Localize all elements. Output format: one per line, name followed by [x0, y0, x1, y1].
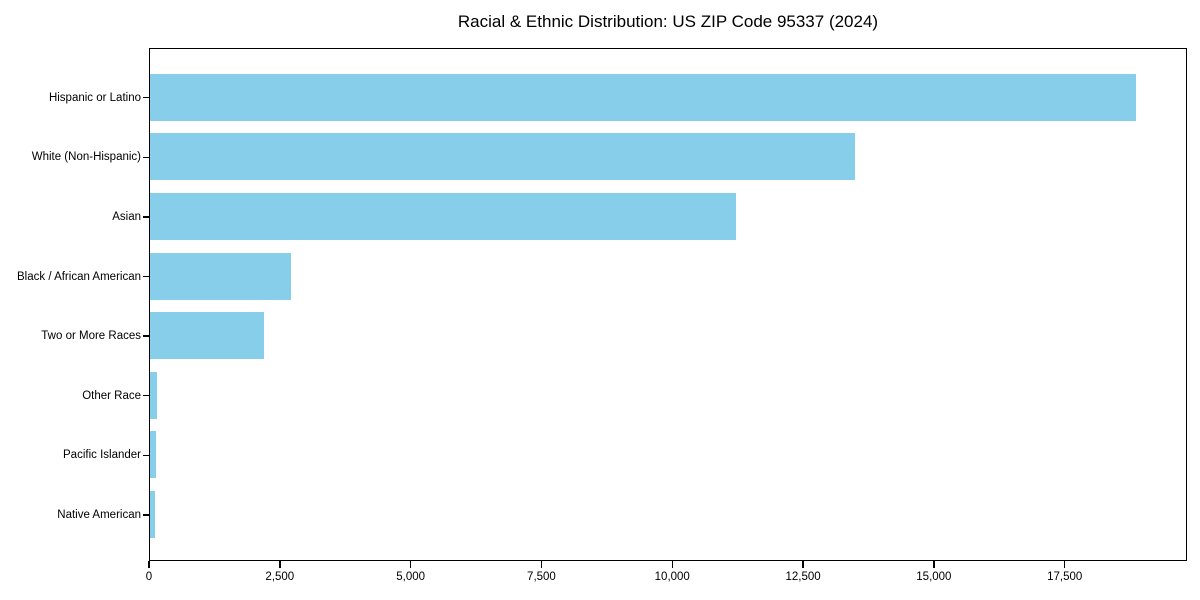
bar-hispanic-or-latino — [150, 73, 1136, 121]
bar-two-or-more-races — [150, 312, 264, 360]
bar-other-race — [150, 371, 158, 419]
y-axis-tick-mark — [142, 275, 149, 278]
bar-black-african-american — [150, 252, 291, 300]
x-axis-tick-mark — [802, 561, 804, 568]
x-axis-tick-label: 12,500 — [785, 571, 821, 583]
x-axis-tick-label: 10,000 — [654, 571, 690, 583]
bar-native-american — [150, 490, 156, 538]
x-axis-tick-label: 15,000 — [916, 571, 952, 583]
y-axis-tick-mark — [142, 96, 149, 99]
chart-title: Racial & Ethnic Distribution: US ZIP Cod… — [457, 12, 879, 31]
y-axis-tick-mark — [142, 514, 149, 516]
x-axis-tick-label: 17,500 — [1047, 571, 1083, 583]
x-axis-tick-mark — [933, 561, 935, 568]
x-axis-tick-mark — [409, 561, 412, 568]
y-axis-tick-label: Hispanic or Latino — [48, 91, 141, 104]
bar-white-non-hispanic — [150, 133, 856, 181]
x-axis-tick-label: 7,500 — [527, 571, 556, 583]
plot-area — [149, 48, 1187, 561]
y-axis-tick-mark — [142, 156, 149, 159]
x-axis-tick-mark — [148, 561, 150, 568]
x-axis-tick-label: 5,000 — [396, 571, 426, 583]
x-axis-tick-mark — [279, 561, 281, 568]
x-axis-tick-mark — [1063, 561, 1066, 568]
bar-asian — [150, 192, 737, 240]
x-axis-tick-mark — [671, 561, 673, 568]
y-axis-tick-label: Asian — [112, 210, 141, 223]
y-axis-tick-mark — [142, 394, 149, 397]
y-axis-tick-label: Pacific Islander — [63, 449, 141, 462]
y-axis-tick-label: White (Non-Hispanic) — [31, 151, 141, 164]
y-axis-tick-mark — [142, 335, 149, 337]
y-axis-tick-label: Two or More Races — [41, 330, 141, 343]
x-axis-tick-label: 0 — [145, 571, 153, 583]
x-axis-tick-mark — [540, 561, 543, 568]
y-axis-tick-mark — [142, 454, 149, 457]
y-axis-tick-label: Other Race — [82, 389, 141, 402]
bar-pacific-islander — [150, 431, 157, 479]
y-axis-tick-label: Native American — [57, 508, 141, 521]
x-axis-tick-label: 2,500 — [265, 571, 295, 583]
y-axis-tick-label: Black / African American — [17, 270, 141, 283]
y-axis-tick-mark — [142, 216, 149, 218]
